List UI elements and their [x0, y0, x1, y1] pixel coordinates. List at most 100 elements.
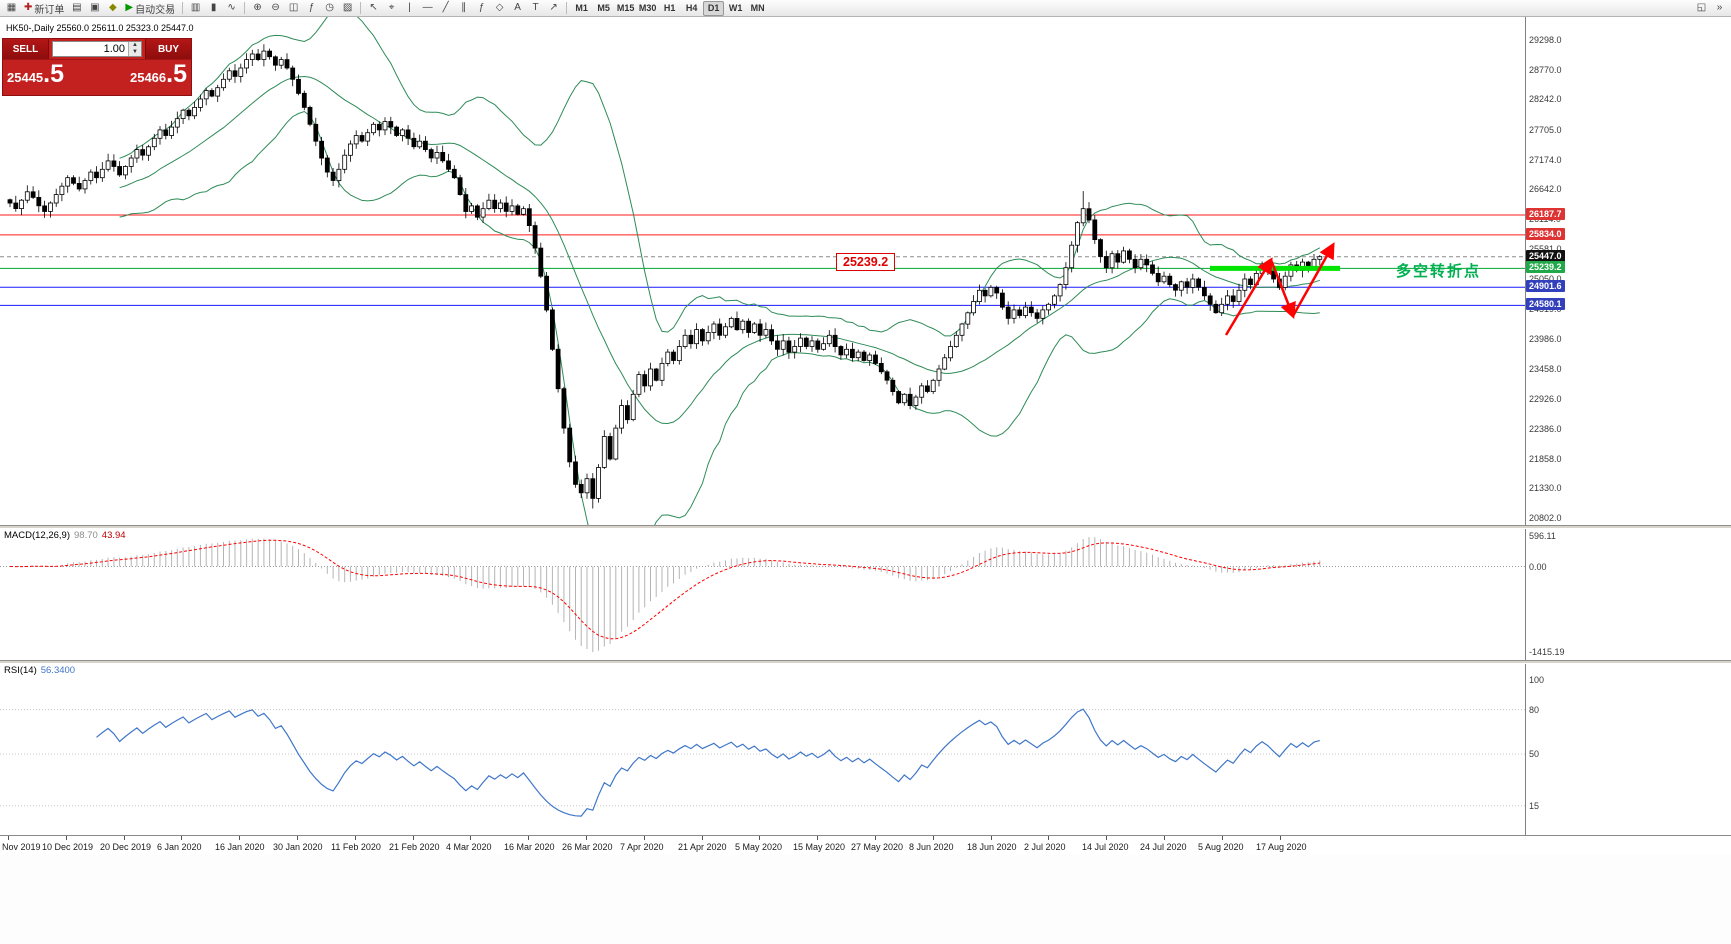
timeframe-w1-button[interactable]: W1: [725, 1, 746, 16]
time-axis-tick: [297, 836, 298, 840]
price-tick-label: 27705.0: [1529, 125, 1562, 135]
symbol-ohlc-readout: HK50-,Daily 25560.0 25611.0 25323.0 2544…: [6, 23, 194, 33]
pivot-annotation[interactable]: 多空转折点: [1396, 263, 1482, 280]
sell-button[interactable]: SELL: [3, 39, 49, 59]
time-axis-tick: [586, 836, 587, 840]
crosshair-button[interactable]: ⌖: [383, 1, 400, 16]
timeframe-d1-button[interactable]: D1: [703, 0, 725, 16]
volume-down-button[interactable]: ▼: [128, 49, 141, 56]
volume-up-button[interactable]: ▲: [128, 42, 141, 49]
support-price-tag: 24580.1: [1526, 298, 1565, 310]
indicators-button[interactable]: ƒ: [303, 1, 320, 16]
current-price-tag: 25447.0: [1526, 250, 1565, 262]
new-chart-button[interactable]: ▦: [3, 1, 20, 16]
channel-icon: ∥: [461, 2, 467, 13]
buy-button[interactable]: BUY: [145, 39, 191, 59]
volume-value[interactable]: 1.00: [53, 42, 128, 56]
time-tick-label: 5 May 2020: [735, 842, 783, 852]
navigator-button[interactable]: ◆: [104, 1, 121, 16]
data-window-icon: ▣: [90, 2, 100, 13]
price-tick-label: 21858.0: [1529, 454, 1562, 464]
rsi-tick-label: 50: [1529, 749, 1540, 759]
macd-canvas[interactable]: [0, 529, 1731, 660]
channel-button[interactable]: ∥: [455, 1, 472, 16]
time-axis-tick: [933, 836, 934, 840]
fibonacci-button[interactable]: ƒ: [473, 1, 490, 16]
time-axis-tick: [528, 836, 529, 840]
toolbar-overflow-icon: »: [1716, 2, 1723, 13]
template-button[interactable]: ▨: [339, 1, 356, 16]
zoom-out-button[interactable]: ⊖: [267, 1, 284, 16]
bar-chart-button[interactable]: ▥: [187, 1, 204, 16]
time-axis-tick: [759, 836, 760, 840]
vertical-line-button[interactable]: |: [401, 1, 418, 16]
time-axis-tick: [413, 836, 414, 840]
price-tick-label: 22386.0: [1529, 424, 1562, 434]
volume-spinner: ▲ ▼: [128, 42, 141, 56]
tile-windows-button[interactable]: ◫: [285, 1, 302, 16]
price-tick-label: 23986.0: [1529, 334, 1562, 344]
time-axis-tick: [702, 836, 703, 840]
shapes-button[interactable]: ◇: [491, 1, 508, 16]
rsi-panel: RSI(14) 56.3400 100 80 50 15: [0, 664, 1731, 835]
macd-tick-label: 596.11: [1529, 531, 1556, 541]
price-tick-label: 20802.0: [1529, 513, 1562, 523]
rsi-canvas[interactable]: [0, 664, 1731, 835]
horizontal-line-button[interactable]: —: [419, 1, 436, 16]
rsi-tick-label: 15: [1529, 801, 1540, 811]
time-tick-label: 27 May 2020: [851, 842, 904, 852]
market-watch-button[interactable]: ▤: [68, 1, 85, 16]
zoom-in-button[interactable]: ⊕: [249, 1, 266, 16]
support-price-tag: 24901.6: [1526, 280, 1565, 292]
time-axis-tick: [875, 836, 876, 840]
price-tick-label: 23458.0: [1529, 364, 1562, 374]
time-tick-label: 20 Dec 2019: [100, 842, 152, 852]
dock-windows-icon: ◱: [1696, 2, 1707, 13]
price-tick-label: 25050.0: [1529, 274, 1562, 284]
new-order-button[interactable]: ✚ 新订单: [21, 1, 67, 16]
timeframe-m15-button[interactable]: M15: [615, 1, 636, 16]
timeframe-h4-button[interactable]: H4: [681, 1, 702, 16]
candlestick-chart-button[interactable]: ▮: [205, 1, 222, 16]
time-tick-label: 4 Mar 2020: [446, 842, 492, 852]
label-icon: T: [532, 2, 539, 13]
toolbar-separator: [360, 2, 362, 14]
timeframe-h1-button[interactable]: H1: [659, 1, 680, 16]
toolbar-overflow-button[interactable]: »: [1711, 1, 1728, 16]
new-chart-icon: ▦: [6, 2, 17, 13]
periods-button[interactable]: ◷: [321, 1, 338, 16]
time-tick-label: 21 Feb 2020: [389, 842, 440, 852]
resistance-price-tag: 26187.7: [1526, 208, 1565, 220]
new-order-button-label: 新订单: [34, 4, 65, 16]
price-tick-label: 28242.0: [1529, 94, 1562, 104]
trendline-button[interactable]: ╱: [437, 1, 454, 16]
timeframe-m1-button[interactable]: M1: [571, 1, 592, 16]
label-button[interactable]: T: [527, 1, 544, 16]
arrows-button[interactable]: ↗: [545, 1, 562, 16]
template-icon: ▨: [342, 2, 353, 13]
panel-splitter[interactable]: [0, 660, 1731, 664]
time-tick-label: 30 Jan 2020: [273, 842, 323, 852]
timeframe-m30-button[interactable]: M30: [637, 1, 658, 16]
dock-windows-button[interactable]: ◱: [1693, 1, 1710, 16]
timeframe-mn-button[interactable]: MN: [747, 1, 768, 16]
market-watch-icon: ▤: [72, 2, 82, 13]
time-axis-tick: [239, 836, 240, 840]
time-axis-tick: [991, 836, 992, 840]
time-axis: Nov 2019 10 Dec 2019 20 Dec 2019 6 Jan 2020…: [0, 835, 1731, 855]
timeframe-m5-button[interactable]: M5: [593, 1, 614, 16]
panel-splitter[interactable]: [0, 525, 1731, 529]
time-tick-label: 10 Dec 2019: [42, 842, 94, 852]
autotrading-button[interactable]: ▶ 自动交易: [122, 1, 178, 16]
time-tick-label: 26 Mar 2020: [562, 842, 613, 852]
macd-label: MACD(12,26,9) 98.70 43.94: [4, 530, 126, 541]
rsi-tick-label: 100: [1529, 675, 1545, 685]
text-button[interactable]: A: [509, 1, 526, 16]
price-chart-canvas[interactable]: [0, 17, 1731, 525]
price-callout[interactable]: 25239.2: [836, 253, 896, 271]
cursor-button[interactable]: ↖: [365, 1, 382, 16]
volume-input[interactable]: 1.00 ▲ ▼: [52, 41, 142, 57]
data-window-button[interactable]: ▣: [86, 1, 103, 16]
line-chart-button[interactable]: ∿: [223, 1, 240, 16]
